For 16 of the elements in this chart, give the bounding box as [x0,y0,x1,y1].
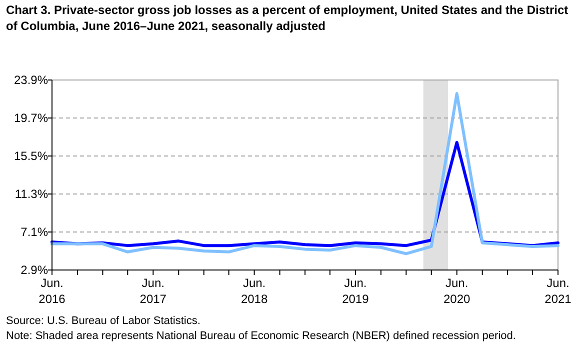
y-tick-label: 23.9% [14,73,48,88]
y-tick-label: 11.3% [14,187,48,202]
x-tick-label: Jun. 2017 [140,276,167,306]
line-series [50,92,560,256]
chart-title: Chart 3. Private-sector gross job losses as a percent of employment, United States and the District of Columbia, June 2016–June 2021, seasonally adjusted [6,3,568,33]
y-tick-label: 19.7% [14,111,48,126]
x-tick-label: Jun. 2020 [444,276,471,306]
x-tick-label: Jun. 2019 [342,276,370,306]
x-tick-label: Jun. 2021 [544,276,572,306]
source-note: Source: U.S. Bureau of Labor Statistics. [6,315,200,327]
x-tick-label: Jun. 2016 [38,276,66,306]
y-tick-label: 15.5% [14,149,48,164]
text: Note: Shaded area represents National Bureau of Economic Research (NBER) defined recession period. [6,330,516,342]
y-tick-label: 2.9% [20,263,48,278]
y-tick-label: 7.1% [20,225,48,240]
x-tick-label: Jun. 2018 [240,276,268,306]
